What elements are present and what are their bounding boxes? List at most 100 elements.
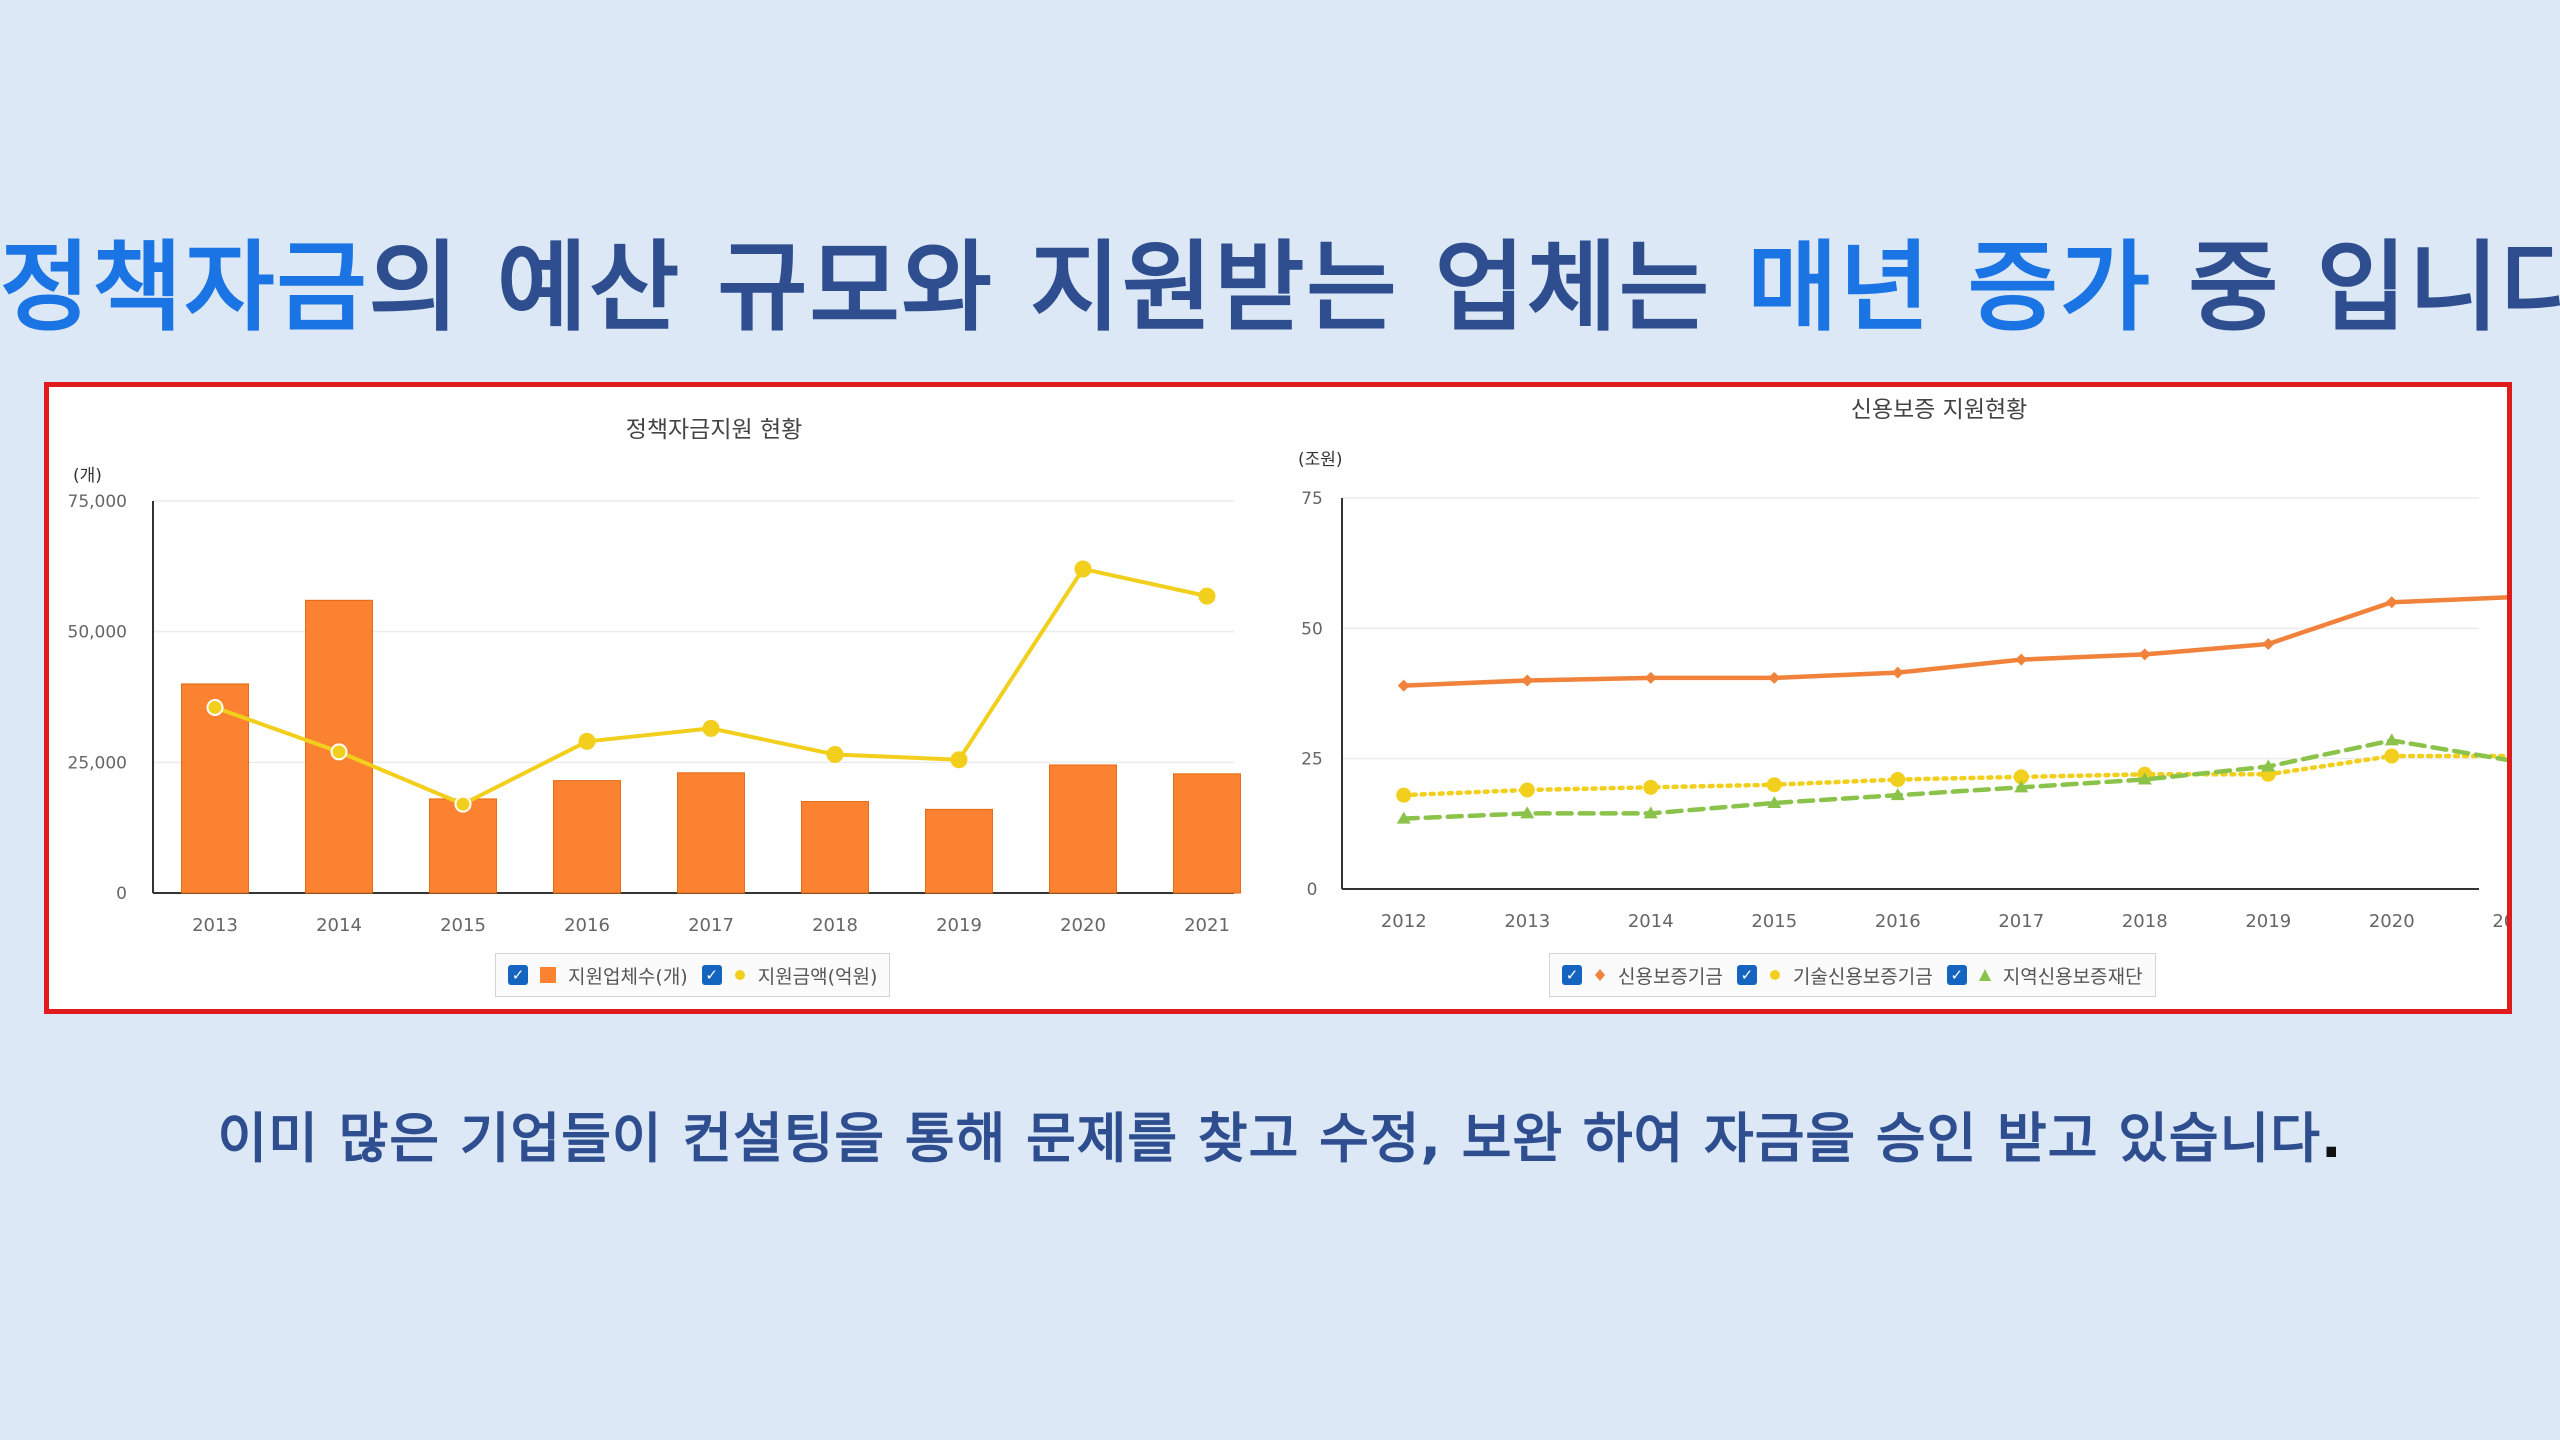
headline-text-1: 의 예산 규모와 지원받는 업체는 [368,231,1748,345]
data-point [330,743,348,761]
charts-panel: 정책자금지원 현황 (개) 0 25,000 50,000 75,000 2013 2014 2… [44,382,2512,1014]
data-point [1074,560,1092,578]
x-tick-label: 2016 [1875,911,1921,932]
data-point [2262,637,2275,650]
x-tick-label: 2015 [440,915,486,936]
x-tick-label: 2014 [1628,911,1674,932]
series-line [1401,753,2507,798]
checkbox-icon[interactable]: ✓ [1562,965,1582,985]
legend-label: 지역신용보증재단 [2002,965,2143,988]
series-line [1401,595,2507,688]
x-tick-label: 2020 [1060,915,1106,936]
policy-fund-legend: ✓ 지원업체수(개) ✓ 지원금액(억원) [495,953,891,997]
legend-item-yellow[interactable]: ✓ 기술신용보증기금 [1736,962,1933,989]
x-tick-label: 2013 [1504,911,1550,932]
policy-fund-chart: 정책자금지원 현황 (개) 0 25,000 50,000 75,000 2013 2014 2… [68,417,1241,936]
x-tick-label: 2018 [812,915,858,936]
checkbox-icon[interactable]: ✓ [508,965,528,985]
square-icon [540,967,556,983]
legend-label: 지원금액(억원) [757,965,878,988]
data-point [2015,653,2028,666]
y-tick-label: 0 [1307,880,1318,900]
footer-text: 이미 많은 기업들이 컨설팅을 통해 문제를 찾고 수정, 보완 하여 자금을 … [0,1094,2560,1173]
legend-label: 기술신용보증기금 [1792,965,1933,988]
checkbox-icon[interactable]: ✓ [1736,965,1757,985]
triangle-icon [1978,969,1991,981]
data-point [1396,787,1412,803]
x-tick-label: 2017 [688,915,734,936]
bar [801,801,869,894]
x-tick-label: 2021 [2492,911,2507,932]
data-point [1643,779,1659,795]
credit-guarantee-legend: ✓ 신용보증기금 ✓ 기술신용보증기금 ✓ 지역신용보증재단 [1549,953,2156,997]
data-point [1891,666,1904,679]
data-point [2261,759,2276,772]
x-tick-label: 2020 [2369,911,2415,932]
data-point [1890,788,1905,801]
data-point [1644,671,1657,684]
x-tick-label: 2012 [1381,911,1427,932]
data-point [2138,648,2151,661]
y-tick-label: 50,000 [68,623,127,643]
headline-text-2: 중 입니다. [2188,231,2560,345]
data-point [2014,780,2029,793]
data-point [1767,795,1782,808]
y-tick-label: 75 [1301,489,1323,509]
legend-item-line[interactable]: ✓ 지원금액(억원) [701,962,878,989]
bar [553,780,621,894]
data-point [578,732,596,750]
data-point [950,751,968,769]
diamond-icon [1595,969,1605,981]
bar [429,798,497,894]
data-point [2384,748,2400,764]
data-point [1198,587,1216,605]
data-point [206,698,224,716]
data-point [1768,671,1781,684]
circle-icon [1769,970,1780,980]
data-point [1890,772,1906,788]
data-point [1520,806,1535,819]
circle-icon [734,970,745,980]
series-line [1401,738,2507,821]
credit-guarantee-chart: 신용보증 지원현황 (조원) 0 25 50 75 2012 2013 2014 2015 2016… [1298,397,2507,932]
bar [1049,764,1117,894]
data-point [2137,772,2152,785]
x-tick-label: 2017 [1998,911,2044,932]
bar [1173,773,1241,894]
headline-highlight-1: 정책자금 [0,231,369,345]
headline-highlight-2: 매년 증가 [1747,231,2153,345]
x-tick-label: 2019 [2245,911,2291,932]
x-tick-label: 2013 [192,915,238,936]
bar [181,683,249,894]
chart-title: 정책자금지원 현황 [626,417,803,443]
chart-title: 신용보증 지원현황 [1851,397,2028,423]
data-point [1643,806,1658,819]
data-point [2385,596,2398,609]
headline: 정책자금의 예산 규모와 지원받는 업체는 매년 증가 중 입니다. [0,208,2560,350]
bar [677,772,745,894]
data-point [2384,733,2399,746]
data-point [702,719,720,737]
legend-item-bar[interactable]: ✓ 지원업체수(개) [508,962,688,989]
checkbox-icon[interactable]: ✓ [701,965,722,985]
legend-label: 신용보증기금 [1618,965,1723,988]
data-point [826,745,844,763]
data-point [1766,777,1782,793]
data-point [1397,679,1410,692]
legend-item-orange[interactable]: ✓ 신용보증기금 [1562,962,1723,989]
y-tick-label: 50 [1301,619,1323,639]
x-tick-label: 2015 [1751,911,1797,932]
y-tick-label: 25,000 [68,753,127,773]
y-tick-label: 75,000 [68,492,127,512]
checkbox-icon[interactable]: ✓ [1946,965,1967,985]
legend-item-green[interactable]: ✓ 지역신용보증재단 [1946,962,2143,989]
legend-label: 지원업체수(개) [568,965,688,988]
y-axis-label: (개) [73,466,102,486]
bar [925,808,993,894]
footer-sentence: 이미 많은 기업들이 컨설팅을 통해 문제를 찾고 수정, 보완 하여 자금을 … [217,1107,2321,1170]
data-point [454,795,472,813]
y-tick-label: 25 [1301,750,1323,770]
y-axis-label: (조원) [1298,450,1343,470]
x-tick-label: 2021 [1184,915,1230,936]
footer-period: . [2320,1107,2343,1170]
